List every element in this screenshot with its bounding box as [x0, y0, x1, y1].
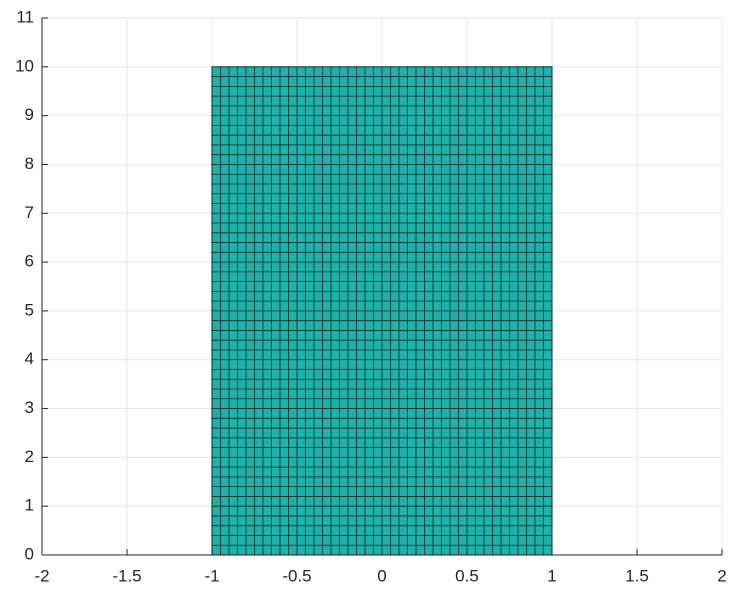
y-tick-label: 1 — [25, 496, 34, 515]
y-tick-label: 0 — [25, 544, 34, 563]
x-tick-label: 1.5 — [625, 566, 649, 585]
x-tick-label: 1 — [547, 566, 556, 585]
x-tick-label: 0 — [377, 566, 386, 585]
x-tick-label: -1 — [204, 566, 219, 585]
y-tick-label: 8 — [25, 154, 34, 173]
x-tick-label: -1.5 — [112, 566, 141, 585]
y-tick-label: 2 — [25, 447, 34, 466]
x-tick-label: 2 — [717, 566, 726, 585]
y-tick-label: 3 — [25, 398, 34, 417]
y-tick-label: 10 — [15, 56, 34, 75]
y-tick-label: 5 — [25, 300, 34, 319]
x-tick-label: -0.5 — [282, 566, 311, 585]
x-tick-label: -2 — [34, 566, 49, 585]
y-tick-label: 4 — [25, 349, 34, 368]
y-tick-label: 9 — [25, 105, 34, 124]
y-tick-label: 7 — [25, 203, 34, 222]
y-tick-label: 6 — [25, 252, 34, 271]
y-tick-label: 11 — [16, 7, 34, 26]
x-tick-label: 0.5 — [455, 566, 479, 585]
